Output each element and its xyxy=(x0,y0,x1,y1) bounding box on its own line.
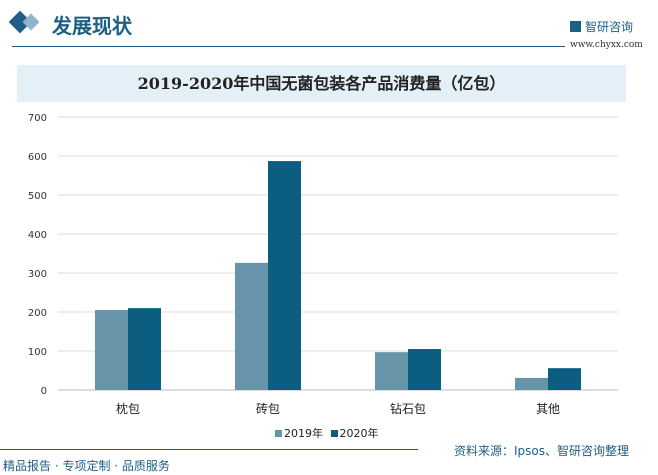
y-tick-label: 400 xyxy=(28,230,47,241)
bar-2019年-枕包 xyxy=(95,310,128,390)
logo-icon xyxy=(570,21,581,32)
bar-2019年-砖包 xyxy=(235,262,268,390)
bar-2019年-其他 xyxy=(515,377,548,390)
x-tick-label: 砖包 xyxy=(256,401,280,416)
y-tick-label: 0 xyxy=(41,386,47,397)
bar-2019年-钻石包 xyxy=(375,352,408,390)
y-tick-label: 700 xyxy=(28,113,47,124)
x-tick-label: 钻石包 xyxy=(390,401,426,416)
bar-2020年-钻石包 xyxy=(408,349,441,390)
y-tick-label: 500 xyxy=(28,191,47,202)
footer-divider xyxy=(0,449,418,450)
legend-label-2020: 2020年 xyxy=(339,427,379,440)
brand-url: www.chyxx.com xyxy=(570,40,643,50)
footer-slogan: 精品报告 · 专项定制 · 品质服务 xyxy=(3,459,170,473)
bar-2020年-砖包 xyxy=(268,161,301,390)
legend-label-2019: 2019年 xyxy=(284,427,323,440)
section-title: 发展现状 xyxy=(52,14,132,38)
y-tick-label: 600 xyxy=(28,152,47,163)
bar-2020年-其他 xyxy=(548,368,581,390)
chart-title: 2019-2020年中国无菌包装各产品消费量（亿包） xyxy=(17,65,626,102)
logo-text: 智研咨询 xyxy=(585,20,634,34)
y-tick-label: 300 xyxy=(28,269,47,280)
bar-2020年-枕包 xyxy=(128,308,161,390)
brand-logo: 智研咨询 xyxy=(570,18,633,35)
legend: 2019年 2020年 xyxy=(271,425,379,441)
source-note: 资料来源：Ipsos、智研咨询整理 xyxy=(454,444,630,458)
legend-swatch-2019 xyxy=(275,430,282,437)
x-tick-label: 其他 xyxy=(536,402,560,416)
header-divider xyxy=(12,46,565,47)
y-tick-label: 100 xyxy=(28,347,47,358)
x-tick-label: 枕包 xyxy=(116,401,140,416)
legend-swatch-2020 xyxy=(330,430,338,437)
y-tick-label: 200 xyxy=(28,308,47,319)
